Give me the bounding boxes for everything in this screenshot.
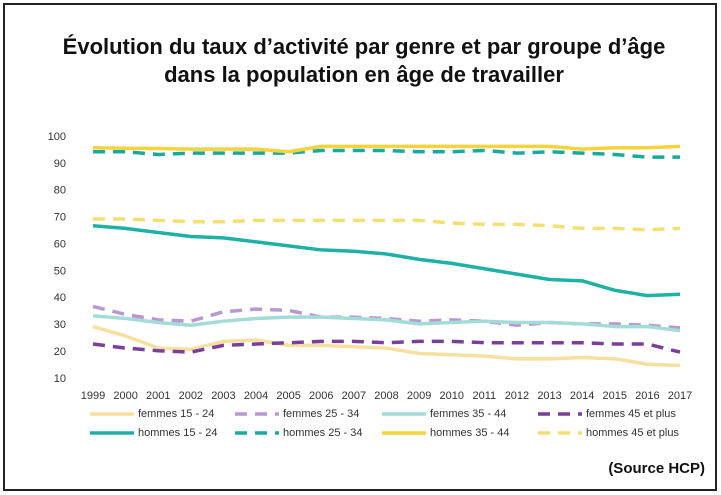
y-tick-label: 90 xyxy=(54,158,66,170)
series-line xyxy=(92,314,681,333)
y-tick-label: 70 xyxy=(54,212,66,224)
series-line xyxy=(93,217,681,232)
x-tick-label: 2002 xyxy=(179,390,203,402)
x-tick-label: 2015 xyxy=(603,390,627,402)
legend-label: femmes 35 - 44 xyxy=(430,408,506,420)
y-tick-label: 100 xyxy=(48,131,66,143)
legend-label: femmes 45 et plus xyxy=(586,408,676,420)
x-tick-label: 2001 xyxy=(146,390,170,402)
chart-title: Évolution du taux d’activité par genre e… xyxy=(63,34,666,59)
x-tick-label: 2007 xyxy=(342,390,366,402)
x-tick-label: 2010 xyxy=(439,390,463,402)
x-tick-label: 2011 xyxy=(473,390,497,402)
x-tick-label: 2013 xyxy=(537,390,561,402)
x-tick-label: 2009 xyxy=(407,390,431,402)
x-tick-label: 2008 xyxy=(374,390,398,402)
legend-label: hommes 45 et plus xyxy=(586,427,679,439)
y-tick-label: 30 xyxy=(54,319,66,331)
legend-label: femmes 15 - 24 xyxy=(138,408,214,420)
x-tick-label: 2006 xyxy=(309,390,333,402)
legend-label: hommes 25 - 34 xyxy=(283,427,362,439)
legend-label: femmes 25 - 34 xyxy=(283,408,359,420)
x-tick-label: 1999 xyxy=(81,390,105,402)
y-tick-label: 60 xyxy=(54,238,66,250)
y-tick-label: 20 xyxy=(54,346,66,358)
legend-label: hommes 35 - 44 xyxy=(430,427,509,439)
series-line xyxy=(92,339,681,354)
x-tick-label: 2014 xyxy=(570,390,594,402)
x-tick-label: 2004 xyxy=(244,390,268,402)
legend-label: hommes 15 - 24 xyxy=(138,427,217,439)
series-line xyxy=(92,324,681,368)
source: (Source HCP) xyxy=(608,460,705,477)
x-tick-label: 2012 xyxy=(505,390,529,402)
x-tick-label: 2017 xyxy=(668,390,692,402)
frame xyxy=(3,3,717,491)
y-tick-label: 80 xyxy=(54,185,66,197)
x-tick-label: 2016 xyxy=(635,390,659,402)
series-line xyxy=(93,148,680,159)
x-tick-label: 2003 xyxy=(211,390,235,402)
x-tick-label: 2005 xyxy=(276,390,300,402)
series-line xyxy=(92,144,681,154)
y-tick-label: 40 xyxy=(54,292,66,304)
y-tick-label: 10 xyxy=(54,373,66,385)
series-line xyxy=(92,223,681,298)
x-tick-label: 2000 xyxy=(113,390,137,402)
y-tick-label: 50 xyxy=(54,265,66,277)
chart-title: dans la population en âge de travailler xyxy=(164,62,564,87)
